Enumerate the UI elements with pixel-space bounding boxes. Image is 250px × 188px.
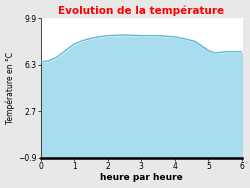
- Y-axis label: Température en °C: Température en °C: [6, 52, 15, 124]
- Title: Evolution de la température: Evolution de la température: [58, 6, 224, 16]
- X-axis label: heure par heure: heure par heure: [100, 174, 183, 182]
